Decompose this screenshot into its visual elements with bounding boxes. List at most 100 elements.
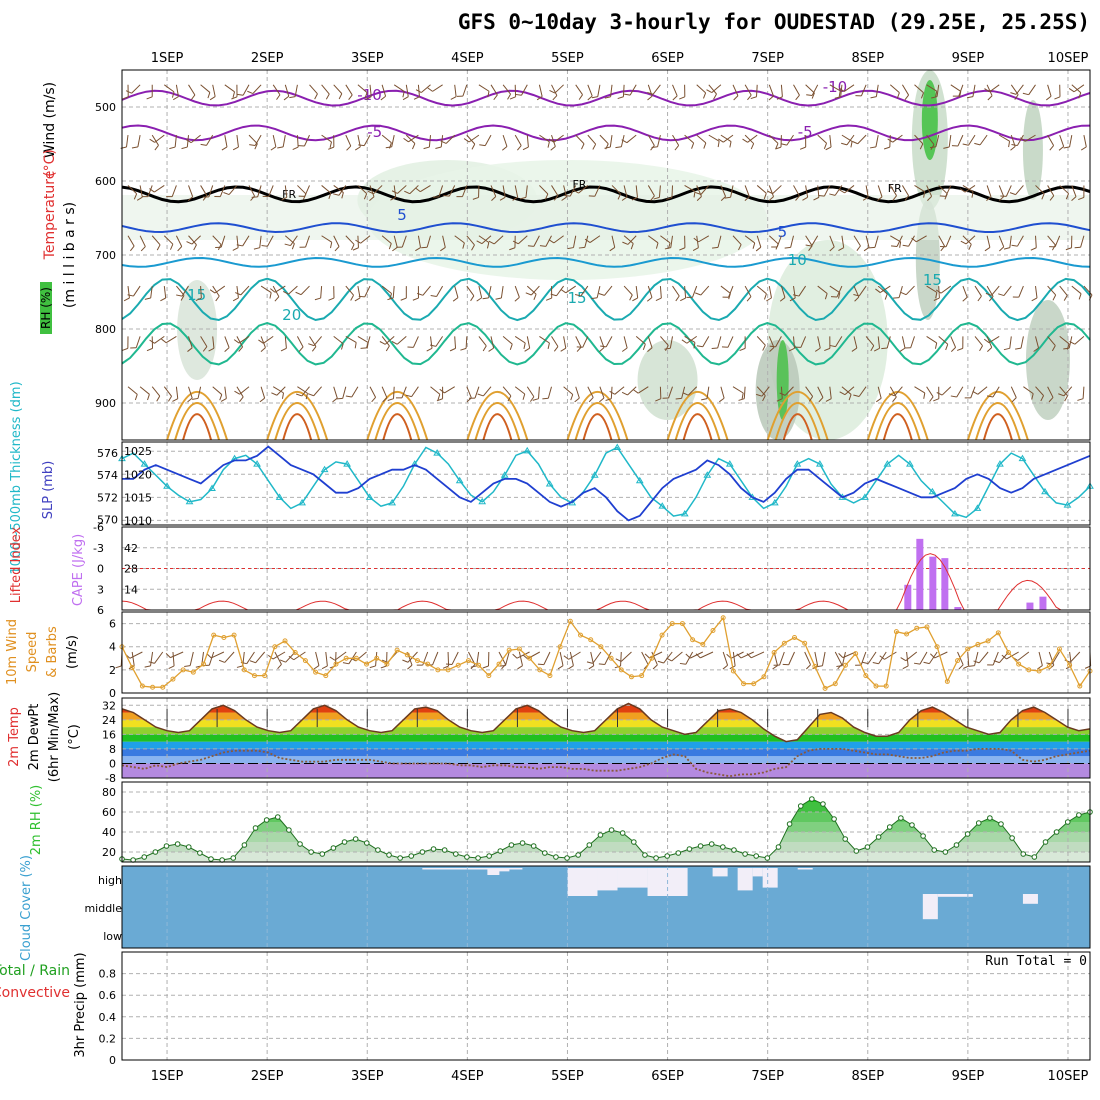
y-label-temp-part: 2m Temp <box>7 707 22 767</box>
upper-wind-barb <box>901 84 910 96</box>
surface-wind-barb-feather <box>837 664 843 670</box>
surface-wind-barb-feather <box>517 665 523 670</box>
y-tick-label: 800 <box>95 323 116 336</box>
upper-wind-barb-feather <box>987 95 993 101</box>
upper-wind-barb-feather <box>270 288 276 293</box>
rh-legend-swatch <box>40 282 52 334</box>
upper-wind-barb <box>875 84 879 97</box>
upper-wind-barb <box>369 84 372 97</box>
thickness-point <box>883 460 892 467</box>
upper-wind-barb <box>914 386 926 394</box>
upper-wind-barb-feather <box>328 297 335 301</box>
upper-wind-barb-feather <box>929 396 934 402</box>
upper-wind-barb <box>181 285 189 297</box>
upper-wind-barb-feather <box>839 189 845 194</box>
contour-label: -10 <box>357 86 382 104</box>
upper-wind-barb <box>551 84 558 96</box>
wind-speed-point <box>842 662 848 668</box>
upper-wind-barb-feather <box>524 347 530 352</box>
upper-wind-barb <box>454 235 465 244</box>
warm-contour <box>466 391 529 441</box>
upper-wind-barb <box>514 134 522 146</box>
surface-wind-barb-feather <box>879 655 885 660</box>
upper-wind-barb-feather <box>651 146 658 149</box>
upper-wind-barb-feather <box>896 92 900 99</box>
upper-wind-barb-feather <box>718 397 725 403</box>
surface-wind-barb-feather <box>923 661 930 665</box>
temp-band <box>122 734 1090 742</box>
rh-point <box>241 842 248 848</box>
upper-wind-barb-feather <box>125 90 132 94</box>
upper-wind-barb <box>647 285 653 298</box>
rh-point <box>675 850 682 856</box>
upper-wind-barb-feather <box>576 346 582 352</box>
upper-wind-barb-feather <box>679 96 686 100</box>
upper-wind-barb-feather <box>548 138 555 143</box>
upper-wind-barb <box>988 335 1000 344</box>
upper-wind-barb-feather <box>738 244 742 251</box>
rh-point <box>375 847 381 853</box>
upper-wind-barb-feather <box>604 96 611 99</box>
surface-wind-barb-feather <box>746 653 752 659</box>
upper-wind-barb-feather <box>904 94 910 101</box>
upper-wind-barb <box>798 285 807 297</box>
upper-wind-barb <box>580 285 589 297</box>
surface-wind-barb <box>620 651 622 667</box>
upper-wind-barb-feather <box>387 398 394 401</box>
upper-wind-barb <box>284 84 290 97</box>
cloud-level-label: high <box>98 874 122 887</box>
upper-wind-barb <box>551 134 556 147</box>
upper-wind-barb <box>478 235 490 243</box>
upper-wind-barb-feather <box>417 292 424 296</box>
upper-wind-barb <box>444 386 455 394</box>
upper-wind-barb-feather <box>630 243 634 250</box>
upper-wind-barb-feather <box>1078 196 1085 201</box>
upper-wind-barb-feather <box>617 193 621 200</box>
y-tick-label: 700 <box>95 249 116 262</box>
upper-wind-barb-feather <box>391 190 398 194</box>
x-tick-label-bottom: 4SEP <box>451 1069 484 1084</box>
x-tick-label-bottom: 2SEP <box>251 1069 284 1084</box>
upper-wind-barb <box>125 135 129 148</box>
upper-wind-barb <box>609 135 613 148</box>
x-tick-label-top: 1SEP <box>151 51 184 66</box>
upper-wind-barb <box>1082 386 1085 399</box>
upper-wind-barb-feather <box>763 193 767 200</box>
upper-wind-barb <box>208 185 214 197</box>
upper-wind-barb-feather <box>655 297 662 302</box>
upper-wind-barb <box>1059 134 1065 147</box>
surface-wind-barb <box>154 651 164 664</box>
wind-speed-point <box>353 655 359 661</box>
upper-wind-barb-feather <box>950 347 956 352</box>
upper-wind-barb <box>1015 185 1024 195</box>
upper-wind-barb-feather <box>482 345 487 352</box>
upper-wind-barb-feather <box>471 244 475 251</box>
upper-wind-barb <box>629 84 637 96</box>
upper-wind-barb <box>914 185 925 193</box>
upper-wind-barb <box>454 285 459 298</box>
upper-wind-barb <box>648 235 659 244</box>
upper-wind-barb-feather <box>133 193 138 200</box>
wind-speed-point <box>690 637 696 643</box>
thickness-point <box>523 446 532 454</box>
upper-wind-barb-feather <box>276 94 281 100</box>
upper-wind-barb <box>968 134 976 146</box>
high-cloud-bar <box>497 868 510 872</box>
surface-wind-barb <box>992 651 999 666</box>
upper-wind-barb-feather <box>724 196 731 199</box>
upper-wind-barb-feather <box>509 343 513 350</box>
high-cloud-bar <box>487 868 500 875</box>
rh-point <box>975 820 982 826</box>
upper-wind-barb-feather <box>533 294 537 300</box>
upper-wind-barb-feather <box>923 392 926 399</box>
wind-speed-point <box>292 650 298 655</box>
precip-tick: 0.8 <box>99 968 117 981</box>
upper-wind-barb-feather <box>561 196 567 201</box>
surface-wind-barb-feather <box>557 665 564 670</box>
upper-wind-barb <box>381 285 392 294</box>
contour-label: FR <box>572 178 586 191</box>
mid-cloud-bar <box>1022 894 1038 904</box>
high-cloud-bar <box>597 868 618 891</box>
y-label-millibars: (m i l l i b a r s) <box>62 202 78 308</box>
upper-wind-barb <box>239 386 250 395</box>
